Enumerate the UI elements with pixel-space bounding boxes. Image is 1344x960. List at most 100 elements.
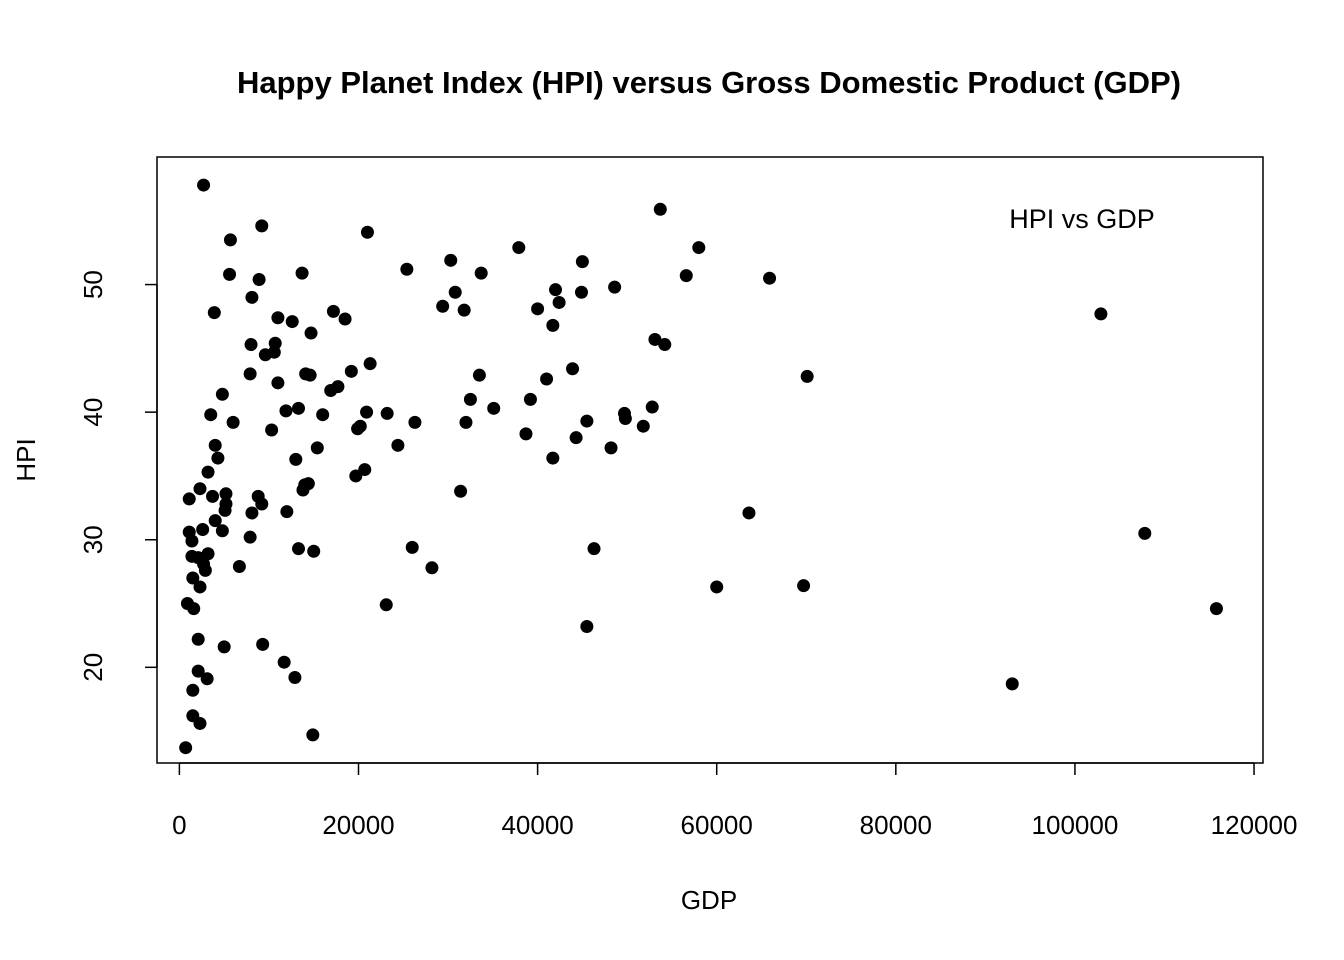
data-point (186, 683, 200, 697)
data-point (546, 318, 560, 332)
data-point (244, 338, 258, 352)
data-point (531, 302, 545, 316)
data-point (296, 483, 310, 497)
data-point (459, 415, 473, 429)
data-point (580, 619, 594, 633)
data-point (349, 469, 363, 483)
data-point (1209, 602, 1223, 616)
data-point (243, 530, 257, 544)
data-point (763, 271, 777, 285)
data-point (400, 262, 414, 276)
data-point (472, 368, 486, 382)
data-point (285, 315, 299, 329)
data-point (201, 547, 215, 561)
data-point (692, 241, 706, 255)
data-point (271, 311, 285, 325)
data-point (258, 348, 272, 362)
data-point (574, 285, 588, 299)
plot-frame (156, 156, 1264, 764)
data-point (291, 401, 305, 415)
data-point (636, 419, 650, 433)
data-point (206, 489, 220, 503)
data-point (219, 487, 233, 501)
data-point (679, 269, 693, 283)
data-point (658, 338, 672, 352)
data-point (291, 542, 305, 556)
data-point (211, 451, 225, 465)
data-point (380, 406, 394, 420)
data-point (474, 266, 488, 280)
data-point (243, 367, 257, 381)
data-point (252, 272, 266, 286)
data-point (645, 400, 659, 414)
data-point (223, 267, 237, 281)
data-point (425, 561, 439, 575)
x-axis: 0 20000 40000 60000 80000 100000 120000 (172, 762, 1297, 840)
data-point (448, 285, 462, 299)
data-point (310, 441, 324, 455)
data-point (512, 241, 526, 255)
y-tick-label: 40 (78, 398, 108, 427)
data-point (288, 671, 302, 685)
data-point (379, 598, 393, 612)
data-point (618, 412, 632, 426)
data-point (245, 290, 259, 304)
data-point (255, 497, 269, 511)
data-point (316, 408, 330, 422)
data-point (523, 392, 537, 406)
data-points (179, 178, 1223, 755)
data-point (800, 369, 814, 383)
data-point (265, 423, 279, 437)
data-point (549, 283, 563, 297)
data-point (196, 523, 210, 537)
data-point (279, 404, 293, 418)
data-point (324, 383, 338, 397)
data-point (566, 362, 580, 376)
y-tick-label: 50 (78, 270, 108, 299)
x-tick-label: 80000 (860, 810, 932, 840)
data-point (608, 280, 622, 294)
data-point (653, 202, 667, 216)
legend-label: HPI vs GDP (1009, 204, 1155, 234)
y-axis: 20 30 40 50 (78, 270, 158, 682)
x-tick-label: 60000 (681, 810, 753, 840)
data-point (280, 505, 294, 519)
chart-title: Happy Planet Index (HPI) versus Gross Do… (237, 65, 1181, 100)
data-point (218, 503, 232, 517)
data-point (391, 438, 405, 452)
data-point (226, 415, 240, 429)
data-point (454, 484, 468, 498)
data-point (215, 524, 229, 538)
data-point (193, 716, 207, 730)
data-point (1005, 677, 1019, 691)
data-point (271, 376, 285, 390)
x-tick-label: 100000 (1032, 810, 1119, 840)
data-point (797, 579, 811, 593)
data-point (182, 492, 196, 506)
data-point (1138, 526, 1152, 540)
data-point (232, 560, 246, 574)
data-point (191, 664, 205, 678)
data-point (193, 580, 207, 594)
x-axis-label: GDP (681, 885, 737, 915)
data-point (208, 514, 222, 528)
x-tick-label: 20000 (322, 810, 394, 840)
data-point (245, 506, 259, 520)
data-point (326, 304, 340, 318)
data-point (580, 414, 594, 428)
data-point (360, 405, 374, 419)
data-point (186, 571, 200, 585)
data-point (217, 640, 231, 654)
data-point (587, 542, 601, 556)
data-point (223, 233, 237, 247)
data-point (185, 534, 199, 548)
data-point (575, 255, 589, 269)
data-point (197, 178, 211, 192)
x-tick-label: 40000 (501, 810, 573, 840)
data-point (277, 655, 291, 669)
data-point (408, 415, 422, 429)
data-point (546, 451, 560, 465)
x-tick-label: 0 (172, 810, 186, 840)
data-point (487, 401, 501, 415)
data-point (307, 544, 321, 558)
